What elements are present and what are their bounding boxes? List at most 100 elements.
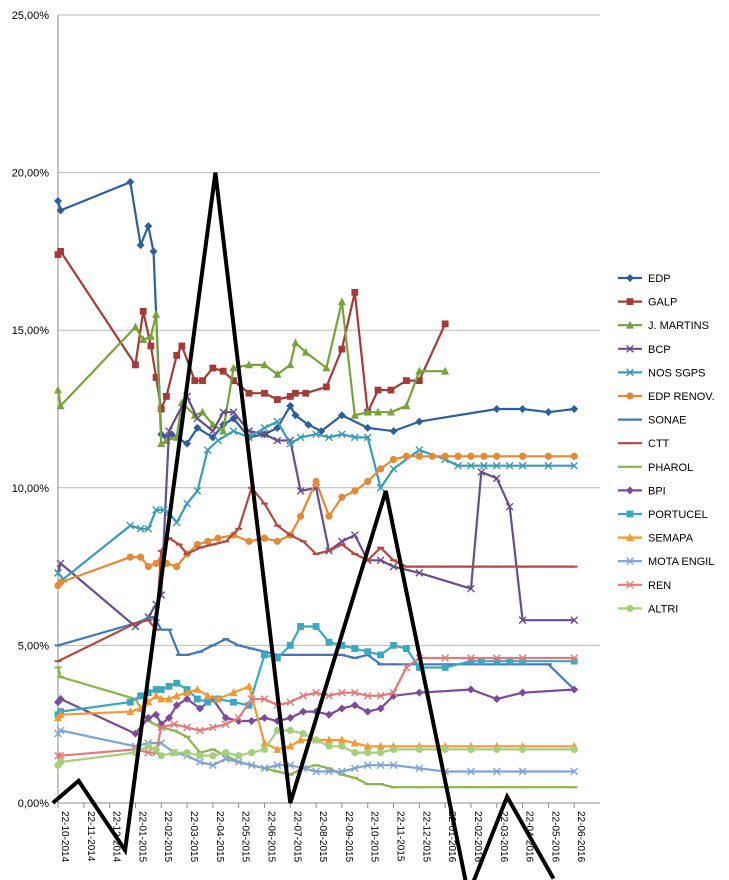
series-nos-sgps [54, 417, 579, 584]
data-point-pharol [467, 786, 475, 789]
data-point-edp-renov [273, 537, 281, 545]
data-point-j-martins [291, 338, 300, 347]
data-point-portucel [570, 657, 578, 665]
data-point-pharol [364, 783, 372, 786]
data-point-edp-renov [493, 452, 501, 460]
data-point-j-martins [152, 310, 161, 318]
data-point-ctt [54, 660, 62, 663]
y-axis: 0,00% 5,00% 10,00% 15,00% 20,00% 25,00% [12, 10, 59, 810]
data-point-edp [415, 417, 424, 426]
data-point-bpi [518, 688, 527, 697]
data-point-ctt [338, 543, 346, 546]
data-point-bpi [247, 717, 256, 726]
x-tick-label: 22-10-2014 [59, 811, 70, 863]
series-line-j-martins [56, 300, 446, 445]
data-point-mota-engil [363, 761, 372, 770]
legend-label: SEMAPA [648, 533, 694, 545]
data-point-semapa [350, 738, 359, 747]
data-point-ren [363, 691, 372, 700]
data-point-bcp [467, 584, 475, 593]
data-point-j-martins [157, 439, 166, 448]
data-point-galp [219, 367, 227, 375]
data-point-ctt [519, 565, 526, 568]
data-point-ctt [286, 534, 294, 537]
data-point-edp [291, 411, 300, 420]
data-point-edp [193, 423, 202, 432]
data-point-sonae [544, 663, 552, 666]
y-tick-label: 15,00% [12, 325, 50, 337]
data-point-bcp [193, 414, 202, 423]
data-point-pharol [519, 786, 526, 789]
legend-label: PORTUCEL [648, 509, 708, 521]
series-line-ctt [57, 486, 575, 663]
data-point-galp [403, 377, 410, 385]
data-point-nos-sgps [325, 433, 333, 442]
legend-item-edp-renov: EDP RENOV. [618, 391, 715, 403]
data-point-portucel [273, 654, 281, 662]
data-point-portucel [245, 701, 253, 709]
x-axis: 22-10-2014 22-11-2014 22-12-2014 22-01-2015… [57, 802, 600, 863]
data-point-edp-renov [312, 477, 320, 486]
data-point-galp [178, 342, 186, 350]
series-j-martins [54, 297, 450, 448]
data-point-bpi [350, 701, 359, 710]
data-point-altri [467, 745, 475, 754]
data-point-ren [570, 654, 579, 662]
data-point-j-martins [139, 335, 148, 344]
data-point-mota-engil [518, 767, 527, 776]
data-point-portucel [126, 698, 134, 706]
data-point-edp-renov [204, 537, 212, 545]
legend-swatch-marker [626, 557, 634, 566]
data-point-j-martins [415, 366, 424, 375]
data-point-bpi [144, 713, 153, 722]
legend-item-portucel: PORTUCEL [618, 509, 708, 521]
data-point-semapa [126, 707, 135, 715]
data-point-bcp [376, 556, 385, 565]
data-point-mota-engil [234, 758, 243, 766]
data-point-sonae [338, 653, 346, 656]
data-point-portucel [493, 657, 501, 665]
data-point-j-martins [198, 407, 207, 416]
data-point-bpi [152, 710, 161, 719]
data-point-j-martins [244, 360, 253, 369]
data-point-j-martins [273, 369, 282, 378]
data-point-sonae [286, 653, 294, 656]
data-point-altri [377, 748, 385, 757]
data-point-edp-renov [441, 452, 449, 460]
data-point-edp-renov [338, 493, 346, 501]
data-point-semapa [164, 694, 173, 703]
data-point-ren [196, 726, 204, 735]
data-point-nos-sgps [312, 430, 320, 439]
data-point-ctt [261, 502, 268, 505]
data-point-bcp [415, 569, 424, 577]
data-point-ren [441, 654, 450, 662]
data-point-galp [374, 386, 382, 394]
data-point-edp [389, 427, 398, 436]
data-point-edp-renov [152, 559, 160, 568]
data-point-altri [56, 758, 65, 766]
series-line-bcp [56, 395, 575, 628]
data-point-nos-sgps [214, 436, 222, 445]
data-point-galp [230, 377, 237, 385]
data-point-mota-engil [56, 726, 65, 735]
x-tick-label: 22-02-2016 [472, 811, 483, 863]
data-point-galp [245, 389, 253, 397]
data-point-ctt [132, 622, 139, 625]
plot-area [54, 178, 579, 789]
data-point-nos-sgps [144, 524, 153, 533]
data-point-sonae [248, 647, 255, 650]
data-point-galp [441, 320, 449, 328]
data-point-bpi [164, 713, 173, 722]
data-point-altri [338, 742, 346, 750]
data-point-ctt [364, 559, 372, 562]
y-tick-label: 10,00% [12, 483, 50, 495]
data-point-nos-sgps [467, 461, 475, 470]
data-point-edp-renov [126, 553, 134, 561]
data-point-nos-sgps [492, 461, 501, 470]
data-point-ctt [403, 565, 410, 568]
overlay-annotation [51, 172, 556, 880]
data-point-pharol [273, 770, 281, 773]
data-point-mota-engil [325, 767, 333, 776]
legend: EDP GALP J. MARTINS BCP NOS SGPS EDP RENOV. SO… [618, 273, 715, 615]
